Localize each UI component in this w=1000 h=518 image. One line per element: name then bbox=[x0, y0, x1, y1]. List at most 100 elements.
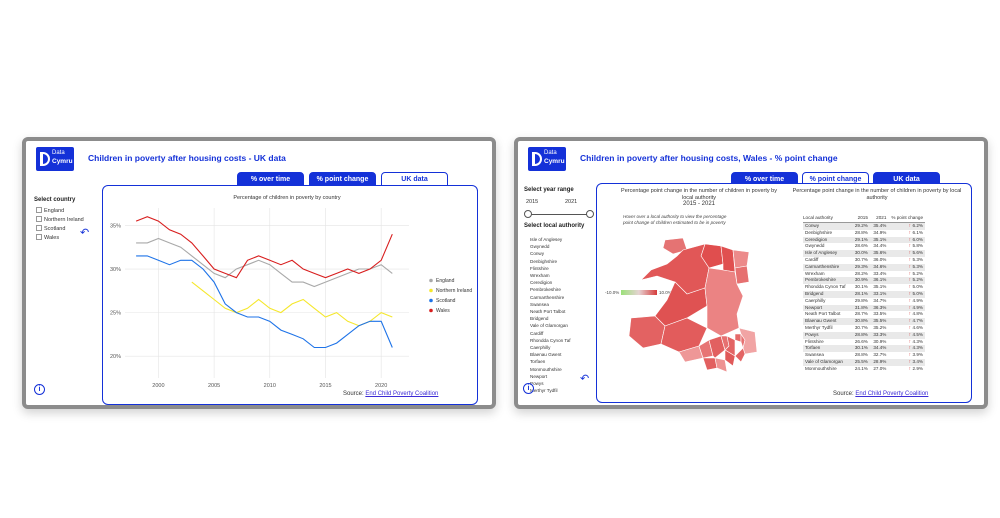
country-option-england[interactable]: England bbox=[36, 207, 64, 214]
year-to-input[interactable]: 2021 bbox=[565, 199, 578, 205]
la-option[interactable]: Denbighshire bbox=[530, 258, 558, 264]
table-row[interactable]: Gwynedd 28.6% 34.4% ↑ 5.8% bbox=[803, 243, 925, 250]
table-row[interactable]: Rhondda Cynon Taf 30.1% 35.1% ↑ 5.0% bbox=[803, 284, 925, 291]
la-option[interactable]: Cardiff bbox=[530, 330, 544, 336]
increase-arrow-icon: ↑ bbox=[908, 352, 913, 359]
table-row[interactable]: Powys 28.8% 33.3% ↑ 4.5% bbox=[803, 331, 925, 339]
reset-icon[interactable]: ↶ bbox=[80, 227, 90, 239]
table-row[interactable]: Carmarthenshire 29.3% 34.6% ↑ 5.3% bbox=[803, 263, 925, 271]
table-cell: 27.0% bbox=[873, 365, 887, 371]
table-row[interactable]: Isle of Anglesey 30.0% 35.6% ↑ 5.6% bbox=[803, 250, 925, 257]
la-option[interactable]: Torfaen bbox=[530, 359, 546, 365]
map-region-pembrokeshire[interactable] bbox=[628, 315, 666, 349]
la-option[interactable]: Caerphilly bbox=[530, 345, 551, 351]
source-link[interactable]: End Child Poverty Coalition bbox=[365, 391, 439, 397]
la-option[interactable]: Flintshire bbox=[530, 265, 549, 271]
table-cell: 31.8% bbox=[851, 304, 870, 312]
table-row[interactable]: Bridgend 28.1% 33.1% ↑ 5.0% bbox=[803, 290, 925, 298]
la-option[interactable]: Swansea bbox=[530, 301, 549, 307]
table-cell: ↑ 4.9% bbox=[888, 304, 925, 312]
table-cell: ↑ 3.9% bbox=[908, 352, 923, 359]
la-option[interactable]: Gwynedd bbox=[530, 244, 550, 250]
map-region-bridgend[interactable] bbox=[702, 357, 718, 371]
table-row[interactable]: Caerphilly 29.8% 34.7% ↑ 4.9% bbox=[803, 298, 925, 305]
table-cell: 30.0% bbox=[851, 250, 870, 257]
table-cell: ↑ 4.3% bbox=[888, 345, 925, 353]
legend-marker bbox=[429, 308, 433, 313]
source-link[interactable]: End Child Poverty Coalition bbox=[855, 391, 929, 397]
table-row[interactable]: Blaenau Gwent 30.8% 35.5% ↑ 4.7% bbox=[803, 318, 925, 325]
table-row[interactable]: Conwy 29.2% 35.4% ↑ 6.2% bbox=[803, 222, 925, 230]
table-row[interactable]: Torfaen 30.1% 34.4% ↑ 4.3% bbox=[803, 345, 925, 353]
year-slider-track[interactable] bbox=[528, 214, 590, 215]
chart-title: Percentage of children in poverty by cou… bbox=[233, 195, 341, 201]
la-option[interactable]: Blaenau Gwent bbox=[530, 352, 562, 358]
info-icon[interactable]: i bbox=[523, 383, 534, 394]
table-cell: 33.3% bbox=[869, 331, 889, 339]
map-region-powys[interactable] bbox=[704, 267, 744, 337]
map-region-isle-of-anglesey[interactable] bbox=[662, 237, 688, 255]
source-line: Source: End Child Poverty Coalition bbox=[833, 391, 929, 397]
la-option[interactable]: Rhondda Cynon Taf bbox=[530, 337, 571, 343]
table-row[interactable]: Newport 31.8% 36.3% ↑ 4.9% bbox=[803, 304, 925, 312]
table-cell: 35.4% bbox=[869, 222, 889, 230]
table-header-cell[interactable]: Local authority bbox=[803, 215, 852, 223]
data-cymru-logo: Data Cymru bbox=[36, 147, 74, 171]
table-row[interactable]: Monmouthshire 24.1% 27.0% ↑ 2.9% bbox=[803, 366, 925, 373]
la-option[interactable]: Monmouthshire bbox=[530, 366, 562, 372]
country-option-wales[interactable]: Wales bbox=[36, 234, 59, 241]
y-tick-label: 30% bbox=[110, 267, 121, 273]
country-option-northern-ireland[interactable]: Northern Ireland bbox=[36, 216, 84, 223]
la-option[interactable]: Bridgend bbox=[530, 316, 549, 322]
la-option[interactable]: Powys bbox=[530, 381, 544, 387]
table-row[interactable]: Neath Port Talbot 28.7% 33.5% ↑ 4.8% bbox=[803, 311, 925, 318]
la-option[interactable]: Neath Port Talbot bbox=[530, 309, 566, 315]
map-region-cardiff[interactable] bbox=[724, 349, 736, 367]
table-header-cell[interactable]: 2021 bbox=[869, 215, 889, 223]
table-cell: ↑ 4.8% bbox=[908, 311, 923, 318]
select-la-label: Select local authority bbox=[524, 223, 585, 229]
la-option[interactable]: Carmarthenshire bbox=[530, 294, 565, 300]
table-header-cell[interactable]: 2015 bbox=[851, 215, 870, 223]
table-row[interactable]: Swansea 28.8% 32.7% ↑ 3.9% bbox=[803, 352, 925, 359]
table-cell: 36.0% bbox=[873, 256, 887, 262]
la-option[interactable]: Wrexham bbox=[530, 273, 550, 279]
table-row[interactable]: Wrexham 28.2% 33.4% ↑ 5.2% bbox=[803, 271, 925, 278]
wales-point-change-panel: Data Cymru Children in poverty after hou… bbox=[514, 137, 988, 409]
increase-arrow-icon: ↑ bbox=[908, 324, 913, 331]
la-option[interactable]: Pembrokeshire bbox=[530, 287, 561, 293]
table-cell: Isle of Anglesey bbox=[803, 250, 852, 257]
reset-icon[interactable]: ↶ bbox=[580, 373, 590, 385]
table-row[interactable]: Ceredigion 29.1% 35.1% ↑ 6.0% bbox=[803, 236, 925, 244]
map-region-wrexham[interactable] bbox=[734, 265, 750, 285]
la-option[interactable]: Merthyr Tydfil bbox=[530, 388, 558, 394]
map-region-newport[interactable] bbox=[734, 347, 746, 363]
table-row[interactable]: Vale of Glamorgan 25.5% 28.9% ↑ 3.4% bbox=[803, 358, 925, 366]
year-slider-start-handle[interactable] bbox=[524, 210, 532, 218]
map-region-blaenau-gwent[interactable] bbox=[734, 333, 742, 343]
table-row[interactable]: Cardiff 30.7% 36.0% ↑ 5.3% bbox=[803, 257, 925, 264]
country-option-scotland[interactable]: Scotland bbox=[36, 225, 65, 232]
local-authority-list: Isle of Anglesey Gwynedd Conwy Denbighshire… bbox=[530, 236, 600, 394]
wales-choropleth-map[interactable] bbox=[621, 236, 761, 376]
la-option[interactable]: Vale of Glamorgan bbox=[530, 323, 568, 329]
map-region-vale-of-glamorgan[interactable] bbox=[714, 357, 728, 373]
table-row[interactable]: Pembrokeshire 30.9% 36.1% ↑ 5.2% bbox=[803, 277, 925, 285]
la-option[interactable]: Ceredigion bbox=[530, 280, 553, 286]
la-option[interactable]: Isle of Anglesey bbox=[530, 237, 563, 242]
table-cell: ↑ 5.3% bbox=[888, 263, 925, 271]
map-region-flintshire[interactable] bbox=[732, 249, 750, 269]
info-icon[interactable]: i bbox=[34, 384, 45, 395]
table-cell: Conwy bbox=[803, 222, 852, 230]
la-option[interactable]: Newport bbox=[530, 373, 548, 379]
table-row[interactable]: Merthyr Tydfil 30.7% 35.2% ↑ 4.6% bbox=[803, 325, 925, 332]
table-row[interactable]: Denbighshire 28.8% 34.9% ↑ 6.1% bbox=[803, 230, 925, 237]
table-header-cell[interactable]: % point change bbox=[888, 215, 925, 223]
year-from-input[interactable]: 2015 bbox=[526, 199, 539, 205]
table-row[interactable]: Flintshire 26.6% 30.9% ↑ 4.3% bbox=[803, 339, 925, 346]
la-option[interactable]: Conwy bbox=[530, 251, 545, 257]
table-cell: 29.1% bbox=[851, 236, 870, 244]
map-region-rhondda-cynon-taf[interactable] bbox=[708, 335, 726, 359]
year-slider-end-handle[interactable] bbox=[586, 210, 594, 218]
table-cell: Ceredigion bbox=[803, 236, 852, 244]
